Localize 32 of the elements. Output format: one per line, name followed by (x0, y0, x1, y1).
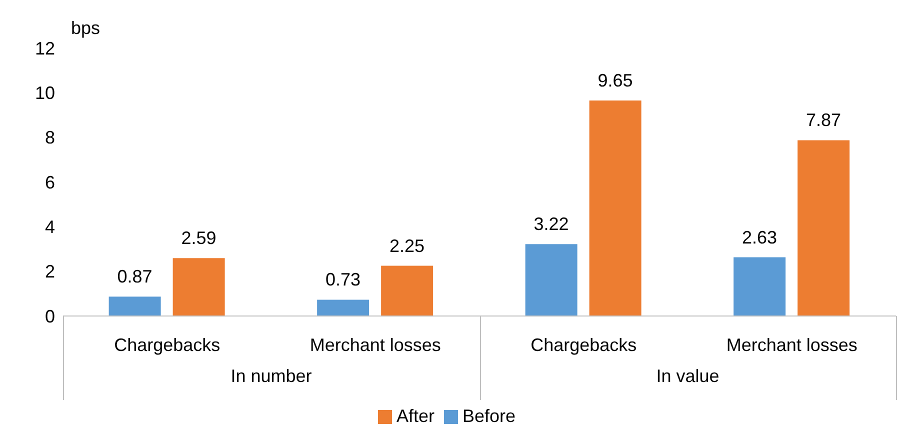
data-label: 2.25 (390, 236, 425, 256)
text: In value (655, 366, 720, 387)
y-tick-label: 4 (44, 217, 55, 238)
bar (381, 266, 434, 316)
text: In number (230, 366, 313, 387)
y-tick-label: 12 (34, 38, 55, 58)
y-tick-label: 0 (44, 306, 55, 326)
bar (798, 140, 850, 316)
data-label: 3.22 (534, 214, 569, 234)
y-tick-label: 2 (44, 262, 55, 282)
bar (525, 244, 578, 316)
data-label: 9.65 (598, 70, 633, 90)
y-tick-label: 8 (44, 128, 55, 148)
legend-label: After (396, 406, 434, 426)
x-tick-label: Merchant losses (310, 334, 441, 355)
data-label: 0.73 (326, 270, 361, 290)
y-tick-label: 10 (34, 83, 55, 104)
bar (589, 100, 642, 316)
x-tick-label: Chargebacks (114, 334, 220, 355)
data-label: 2.59 (181, 228, 216, 248)
data-label: 0.87 (117, 266, 152, 287)
bar (172, 258, 225, 316)
x-tick-label: Merchant losses (726, 334, 858, 355)
data-label: 7.87 (806, 110, 842, 130)
data-label: 2.63 (742, 227, 778, 248)
bar (108, 296, 161, 316)
y-axis-title: bps (71, 18, 100, 39)
y-tick-label: 6 (44, 172, 55, 192)
bar (734, 257, 786, 316)
legend-label: Before (462, 406, 516, 426)
bar (317, 300, 370, 316)
x-tick-label: Chargebacks (530, 334, 637, 355)
